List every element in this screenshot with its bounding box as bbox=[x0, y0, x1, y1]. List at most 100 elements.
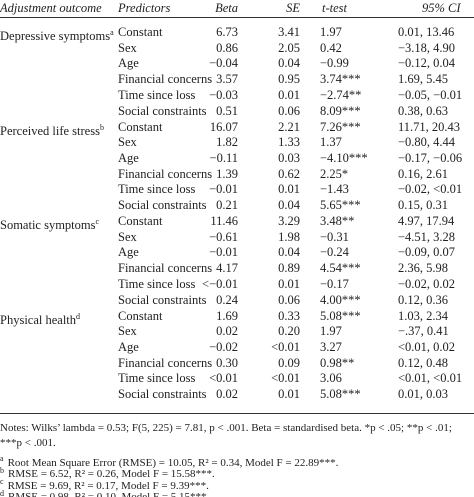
cell: 0.12, 0.36 bbox=[398, 292, 448, 307]
predictor: Social constraints bbox=[118, 292, 207, 307]
cell: 5.08*** bbox=[320, 308, 361, 323]
predictor: Time since loss bbox=[118, 276, 196, 291]
predictor: Social constraints bbox=[118, 103, 207, 118]
cell: 1.03, 2.34 bbox=[398, 308, 448, 323]
predictor: Sex bbox=[118, 135, 137, 150]
cell: 0.02 bbox=[216, 387, 238, 401]
cell: −0.11 bbox=[209, 150, 238, 165]
footnote: c RMSE = 9.69, R² = 0.17, Model F = 9.39*… bbox=[0, 474, 474, 494]
cell: 0.01 bbox=[278, 387, 300, 401]
cell: 0.42 bbox=[320, 40, 342, 55]
footnote-text: RMSE = 0.98, R² = 0.10, Model F = 5.15**… bbox=[8, 491, 209, 497]
cell: 6.73 bbox=[216, 25, 238, 39]
column-header: Beta bbox=[215, 1, 238, 15]
predictor: Constant bbox=[118, 119, 163, 134]
cell: −0.17, −0.06 bbox=[398, 150, 463, 165]
cell: −0.05, −0.01 bbox=[398, 87, 463, 102]
cell: −1.43 bbox=[320, 182, 349, 197]
column-header: 95% CI bbox=[422, 1, 461, 15]
cell: 1.69 bbox=[216, 308, 238, 323]
predictor: Constant bbox=[118, 25, 163, 39]
cell: −0.02, <0.01 bbox=[398, 182, 463, 197]
predictor: Social constraints bbox=[118, 198, 207, 212]
cell: 7.26*** bbox=[320, 119, 361, 134]
column-header: t-test bbox=[322, 1, 347, 15]
column-header: SE bbox=[286, 1, 300, 15]
cell: 2.25* bbox=[320, 166, 349, 181]
predictor: Social constraints bbox=[118, 387, 207, 401]
predictor: Age bbox=[118, 56, 139, 71]
cell: 3.27 bbox=[320, 339, 342, 354]
cell: 11.46 bbox=[210, 214, 238, 228]
cell: 3.48** bbox=[320, 214, 355, 228]
footnote-marker: a bbox=[110, 28, 114, 37]
cell: 5.65*** bbox=[320, 198, 361, 212]
cell: 1.97 bbox=[320, 25, 342, 39]
predictor: Time since loss bbox=[118, 87, 196, 102]
cell: 0.04 bbox=[278, 56, 300, 71]
footnote-marker: c bbox=[95, 217, 100, 226]
cell: −0.01 bbox=[209, 245, 238, 260]
footnote-marker: c bbox=[0, 477, 4, 486]
cell: 0.03 bbox=[278, 150, 300, 165]
cell: <0.01 bbox=[209, 371, 238, 386]
cell: 3.29 bbox=[278, 214, 300, 228]
predictor: Sex bbox=[118, 40, 137, 55]
cell: 0.86 bbox=[216, 40, 238, 55]
cell: −0.01 bbox=[209, 182, 238, 197]
footnote: a Root Mean Square Error (RMSE) = 10.05, … bbox=[0, 451, 474, 471]
cell: 0.01 bbox=[278, 87, 300, 102]
cell: −0.24 bbox=[320, 245, 349, 260]
cell: −0.03 bbox=[209, 87, 238, 102]
cell: 0.06 bbox=[278, 103, 300, 118]
predictor: Time since loss bbox=[118, 371, 196, 386]
footnote-marker: b bbox=[0, 465, 4, 475]
cell: −2.74** bbox=[320, 87, 362, 102]
footnote: b RMSE = 6.52, R² = 0.26, Model F = 15.58… bbox=[0, 463, 474, 483]
cell: 1.82 bbox=[216, 135, 238, 150]
cell: 1.37 bbox=[320, 135, 342, 150]
footnote-marker: a bbox=[0, 454, 4, 463]
cell: 1.97 bbox=[320, 324, 342, 339]
cell: <0.01 bbox=[271, 339, 300, 354]
cell: −0.09, 0.07 bbox=[398, 245, 456, 260]
cell: 3.57 bbox=[216, 72, 238, 87]
footnote-text: RMSE = 6.52, R² = 0.26, Model F = 15.58*… bbox=[8, 468, 215, 481]
column-header: Adjustment outcome bbox=[0, 1, 102, 15]
cell: −0.02 bbox=[209, 339, 238, 354]
cell: <0.01 bbox=[271, 371, 300, 386]
cell: 0.89 bbox=[278, 261, 300, 276]
cell: −0.12, 0.04 bbox=[398, 56, 456, 71]
footnote-text: RMSE = 9.69, R² = 0.17, Model F = 9.39**… bbox=[7, 479, 209, 492]
cell: −0.80, 4.44 bbox=[398, 135, 456, 150]
cell: −0.17 bbox=[320, 276, 349, 291]
cell: 0.33 bbox=[278, 308, 300, 323]
predictor: Sex bbox=[118, 324, 137, 339]
predictor: Age bbox=[118, 245, 139, 260]
cell: 0.20 bbox=[278, 324, 300, 339]
cell: −4.51, 3.28 bbox=[398, 229, 456, 244]
cell: 3.74*** bbox=[320, 72, 361, 87]
cell: 2.21 bbox=[278, 119, 300, 134]
cell: <0.01, 0.02 bbox=[398, 339, 456, 354]
predictor: Financial concerns bbox=[118, 261, 213, 276]
header-rule bbox=[0, 17, 474, 18]
predictor: Financial concerns bbox=[118, 166, 213, 181]
cell: −4.10*** bbox=[320, 150, 368, 165]
outcome-label: Depressive symptomsa bbox=[0, 28, 114, 44]
cell: <0.01, <0.01 bbox=[398, 371, 463, 386]
predictor: Financial concerns bbox=[118, 72, 213, 87]
cell: 1.39 bbox=[216, 166, 238, 181]
cell: −0.04 bbox=[209, 56, 238, 71]
cell: −0.31 bbox=[320, 229, 349, 244]
cell: 0.01 bbox=[278, 182, 300, 197]
predictor: Constant bbox=[118, 214, 163, 228]
cell: 2.05 bbox=[278, 40, 300, 55]
cell: 0.06 bbox=[278, 292, 300, 307]
footnote-marker: d bbox=[0, 488, 4, 497]
cell: 0.21 bbox=[216, 198, 238, 212]
cell: 0.01, 13.46 bbox=[398, 25, 455, 39]
cell: 8.09*** bbox=[320, 103, 361, 118]
cell: 0.15, 0.31 bbox=[398, 198, 448, 212]
